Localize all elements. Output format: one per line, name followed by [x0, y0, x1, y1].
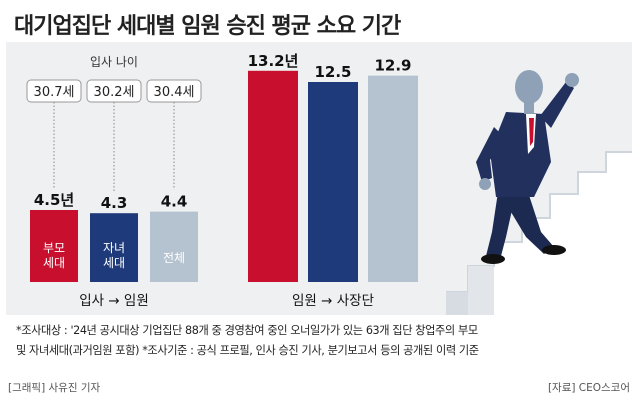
value-label-g1-3: 4.4 — [161, 193, 188, 211]
entry-age-label-1: 30.7세 — [34, 85, 75, 100]
entry-age-title: 입사 나이 — [90, 55, 138, 69]
category-label-1: 부모 세대 — [43, 241, 65, 270]
bar-g1-2 — [90, 213, 138, 282]
footnote-line-2: 및 자녀세대(과거임원 포함) *조사기준 : 공식 프로필, 인사 승진 기사… — [16, 344, 479, 357]
chart-title: 대기업집단 세대별 임원 승진 평균 소요 기간 — [14, 14, 401, 39]
businessman-illustration — [476, 70, 579, 264]
category-label-3: 전체 — [163, 251, 185, 265]
footnote-line-1: *조사대상 : '24년 공시대상 기업집단 88개 중 경영참여 중인 오너일… — [16, 324, 478, 337]
entry-age-label-2: 30.2세 — [94, 85, 135, 100]
value-label-g2-3: 12.9 — [374, 57, 411, 75]
bar-g2-1 — [248, 70, 298, 282]
bar-g2-2 — [308, 82, 358, 282]
value-label-g2-1: 13.2년 — [248, 52, 299, 70]
credit-graphic: [그래픽] 사유진 기자 — [8, 382, 101, 394]
value-label-g1-2: 4.3 — [101, 194, 128, 212]
credit-source: [자료] CEO스코어 — [547, 382, 630, 394]
group-label-2: 임원 → 사장단 — [292, 293, 374, 309]
bar-g1-3 — [150, 211, 198, 282]
value-label-g1-1: 4.5년 — [34, 191, 74, 209]
bar-g1-1 — [30, 210, 78, 282]
entry-age-label-3: 30.4세 — [154, 85, 195, 100]
category-label-2: 자녀 세대 — [103, 241, 125, 270]
group-label-1: 입사 → 임원 — [79, 293, 149, 309]
bar-g2-3 — [368, 75, 418, 282]
value-label-g2-2: 12.5 — [314, 63, 351, 81]
